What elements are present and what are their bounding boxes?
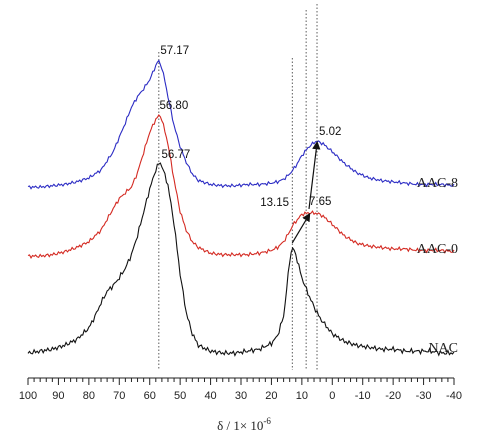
x-tick-label: 100 xyxy=(19,390,37,402)
x-axis-title: δ / 1× 10-6 xyxy=(217,416,271,433)
peak-label: 7.65 xyxy=(309,196,331,208)
peak-label: 13.15 xyxy=(260,197,289,209)
x-tick-label: -10 xyxy=(355,390,371,402)
x-tick-label: 0 xyxy=(329,390,335,402)
series-label-aac-0: AAC-0 xyxy=(417,242,458,257)
x-tick-label: 40 xyxy=(204,390,216,402)
x-tick-label: 80 xyxy=(83,390,95,402)
series-label-aac-8: AAC-8 xyxy=(417,176,458,191)
x-tick-label: 20 xyxy=(265,390,277,402)
x-tick-label: 70 xyxy=(113,390,125,402)
x-axis: 100 90 80 70 60 50 40 30 20 10 0 -10 -20 -30 -40 xyxy=(19,377,462,402)
x-tick-label: -40 xyxy=(446,390,462,402)
x-tick-label: -30 xyxy=(416,390,432,402)
x-tick-label: 30 xyxy=(235,390,247,402)
spectra-curves xyxy=(27,59,455,357)
peak-label: 56.80 xyxy=(159,100,188,112)
reference-lines xyxy=(158,4,318,370)
peak-label: 5.02 xyxy=(319,126,341,138)
x-tick-label: 60 xyxy=(144,390,156,402)
shift-arrow xyxy=(308,140,321,209)
series-labels: AAC-8 AAC-0 NAC xyxy=(417,176,458,356)
x-tick-label: 10 xyxy=(296,390,308,402)
x-tick-label: 90 xyxy=(52,390,64,402)
x-tick-label: 50 xyxy=(174,390,186,402)
peak-label: 57.17 xyxy=(160,45,189,57)
series-label-nac: NAC xyxy=(428,341,458,356)
series-line-nac xyxy=(27,162,455,357)
peak-labels: 57.17 56.80 56.77 13.15 7.65 5.02 xyxy=(159,45,341,209)
peak-label: 56.77 xyxy=(162,149,191,161)
shift-arrows xyxy=(291,140,321,244)
x-axis-title-exponent: -6 xyxy=(263,416,271,426)
x-axis-title-main: δ / 1× 10 xyxy=(217,418,263,433)
series-line-aac-0 xyxy=(27,114,455,259)
shift-arrow xyxy=(291,212,311,244)
x-tick-label: -20 xyxy=(385,390,401,402)
series-line-aac-8 xyxy=(27,59,455,190)
